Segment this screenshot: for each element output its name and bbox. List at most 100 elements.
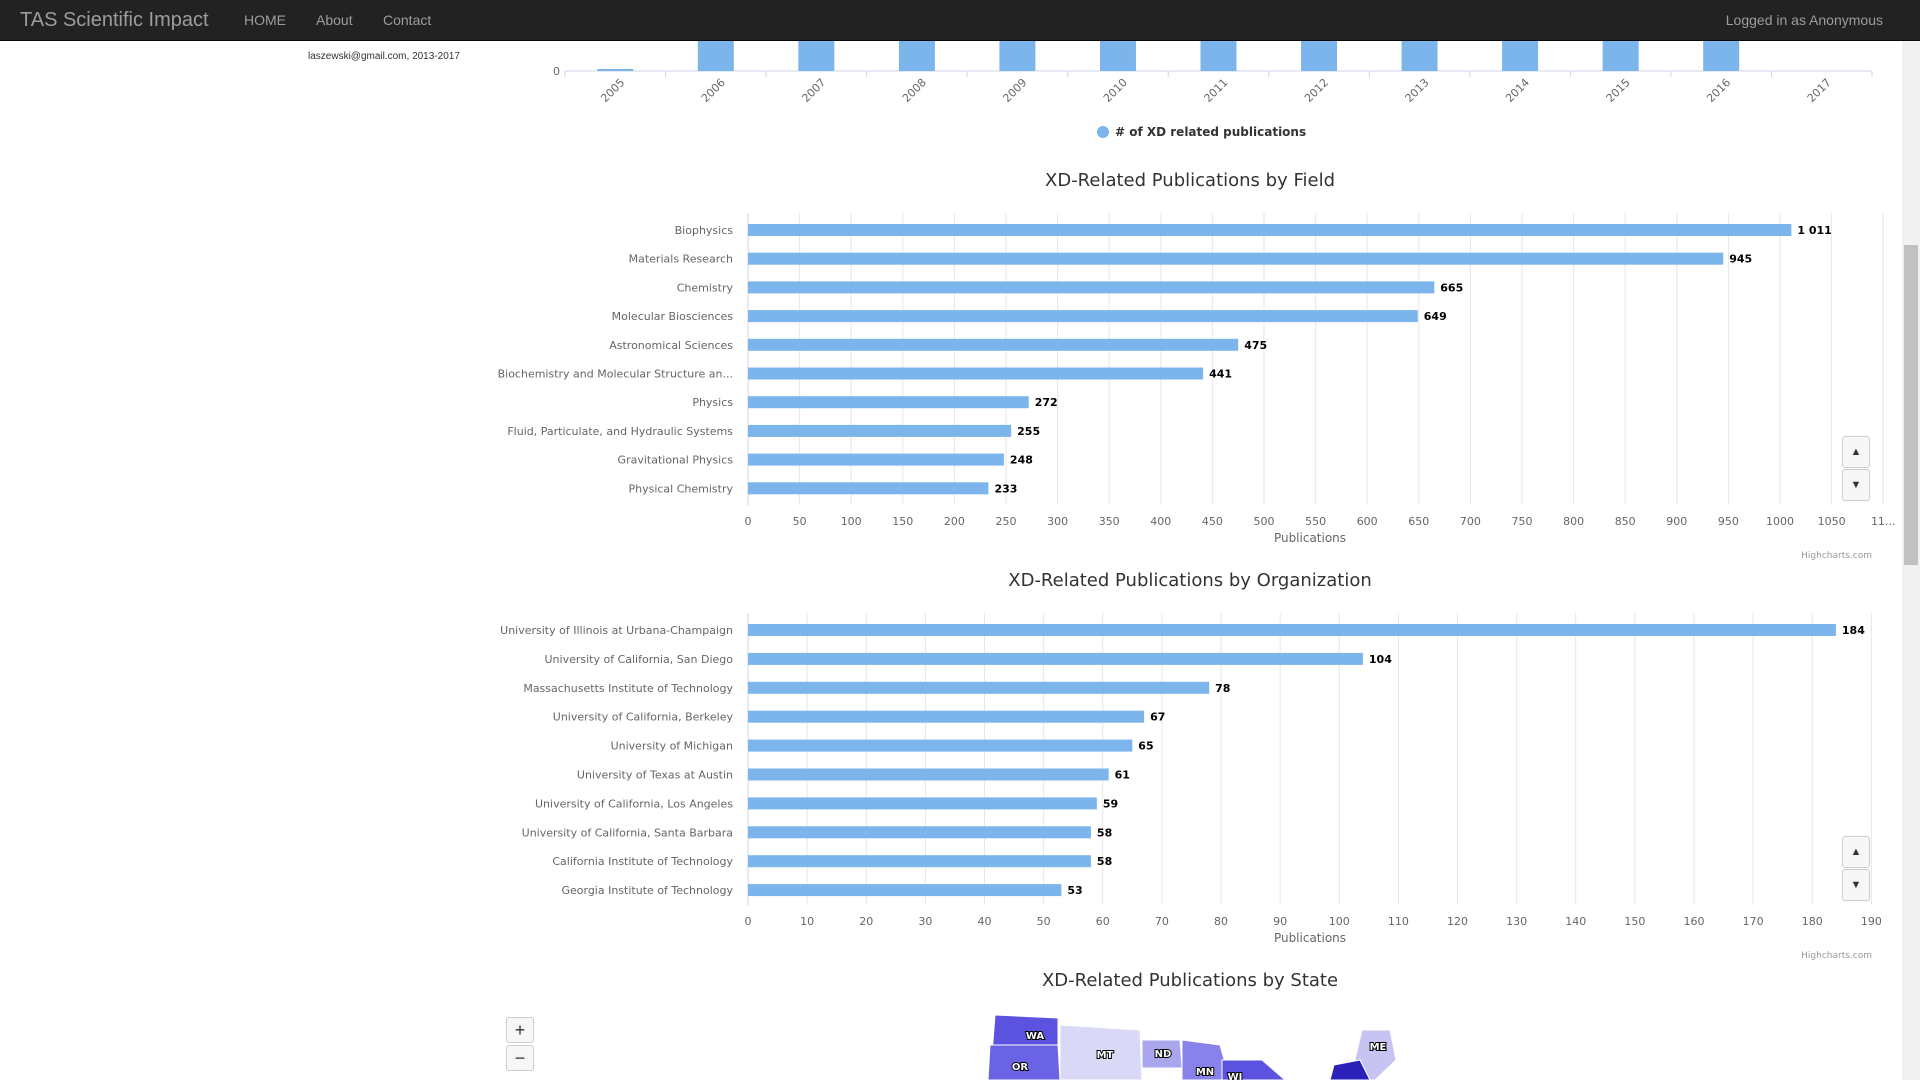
yearly-x-tick-label: 2016 [1704, 76, 1733, 105]
chart-2-bar [748, 826, 1091, 839]
map-zoom-in-button[interactable]: + [506, 1017, 534, 1043]
chart-2-x-tick-label: 0 [745, 915, 752, 928]
yearly-x-tick-label: 2012 [1302, 76, 1331, 105]
map-zoom-out-button[interactable]: − [506, 1045, 534, 1071]
chart-1-bar [748, 396, 1029, 409]
yearly-bar [1200, 41, 1237, 71]
map-state-shape [1221, 1059, 1286, 1080]
chart-1-x-tick-label: 650 [1408, 515, 1429, 528]
chart-2-data-label: 53 [1067, 884, 1082, 897]
chart-1-data-label: 248 [1010, 454, 1033, 467]
chart-2-data-label: 58 [1097, 855, 1112, 868]
chart-2-category-label: University of Illinois at Urbana-Champai… [500, 624, 733, 637]
yearly-x-tick-label: 2008 [900, 76, 929, 105]
map-state-label: MN [1196, 1067, 1214, 1078]
chart-2-bar [748, 768, 1109, 781]
field-chart-scroll-up-button[interactable]: ▲ [1842, 436, 1870, 468]
chart-1-x-tick-label: 500 [1254, 515, 1275, 528]
yearly-x-tick-label: 2014 [1503, 76, 1532, 105]
yearly-x-tick-label: 2007 [799, 76, 828, 105]
chart-1-bar [748, 224, 1792, 236]
chart-2-data-label: 67 [1150, 711, 1165, 724]
chart-1-data-label: 255 [1017, 425, 1040, 438]
chart-1-x-tick-label: 950 [1718, 515, 1739, 528]
chart-1-category-label: Biophysics [675, 224, 734, 237]
yearly-bar [798, 41, 835, 71]
chart-2-data-label: 78 [1215, 682, 1230, 695]
chart-2-x-tick-label: 170 [1743, 915, 1764, 928]
chart-2-x-tick-label: 100 [1329, 915, 1350, 928]
org-chart-scroll-up-button[interactable]: ▲ [1842, 836, 1870, 868]
chart-1-category-label: Biochemistry and Molecular Structure an.… [498, 368, 733, 381]
yearly-x-tick-label: 2009 [1000, 76, 1029, 105]
chart-1-bar [748, 424, 1012, 437]
chart-1-x-tick-label: 1050 [1818, 515, 1846, 528]
field-chart-scroll-down-button[interactable]: ▼ [1842, 469, 1870, 501]
chart-2-x-tick-label: 180 [1802, 915, 1823, 928]
chart-2-x-tick-label: 140 [1565, 915, 1586, 928]
chart-1-x-tick-label: 800 [1563, 515, 1584, 528]
map-state-label: ND [1155, 1049, 1172, 1060]
chart-2-category-label: University of California, San Diego [544, 653, 733, 666]
yearly-legend-label: # of XD related publications [1115, 125, 1306, 139]
chart-2-data-label: 59 [1103, 797, 1118, 810]
chart-1-x-tick-label: 900 [1666, 515, 1687, 528]
chart-2-data-label: 184 [1842, 624, 1865, 637]
yearly-x-tick-label: 2010 [1101, 76, 1130, 105]
chart-2-x-axis-label: Publications [1274, 931, 1346, 945]
nav-contact-link[interactable]: Contact [383, 12, 432, 28]
map-state-label: OR [1012, 1062, 1029, 1073]
chart-1-x-tick-label: 250 [996, 515, 1017, 528]
chart-1-x-axis-label: Publications [1274, 531, 1346, 545]
chart-2-category-label: University of California, Los Angeles [535, 797, 733, 810]
yearly-x-tick-label: 2005 [598, 76, 627, 105]
chart-2-bar [748, 797, 1097, 810]
page-scrollbar-thumb[interactable] [1904, 245, 1918, 565]
yearly-x-tick-label: 2017 [1805, 76, 1834, 105]
chart-2-category-label: University of California, Berkeley [553, 711, 734, 724]
chart-1-bar [748, 338, 1239, 351]
chart-1-data-label: 1 011 [1797, 224, 1831, 237]
chart-1-bar [748, 482, 989, 495]
chart-1-x-tick-label: 750 [1512, 515, 1533, 528]
chart-2-category-label: University of California, Santa Barbara [522, 826, 733, 839]
org-chart-scroll-down-button[interactable]: ▼ [1842, 869, 1870, 901]
chart-1-bar [748, 453, 1004, 466]
chart-1-data-label: 233 [994, 482, 1017, 495]
chart-1-x-tick-label: 400 [1150, 515, 1171, 528]
chart-2-x-tick-label: 110 [1388, 915, 1409, 928]
chart-1-x-tick-label: 150 [892, 515, 913, 528]
chart-2-x-tick-label: 30 [918, 915, 932, 928]
chart-1-bar [748, 281, 1435, 294]
chart-1-x-tick-label: 350 [1099, 515, 1120, 528]
brand-link[interactable]: TAS Scientific Impact [20, 9, 209, 31]
chart-1-x-tick-label: 300 [1047, 515, 1068, 528]
chart-1-x-tick-label: 550 [1305, 515, 1326, 528]
chart-2-x-tick-label: 150 [1624, 915, 1645, 928]
yearly-x-tick-label: 2006 [699, 76, 728, 105]
chart-2-x-tick-label: 20 [859, 915, 873, 928]
chart-2-x-tick-label: 160 [1683, 915, 1704, 928]
chart-2-title: XD-Related Publications by Organization [1008, 570, 1372, 591]
chart-2-bar [748, 624, 1836, 636]
chart-1-bar [748, 310, 1418, 323]
chart-2-data-label: 61 [1115, 769, 1130, 782]
map-state-shape [1329, 1059, 1371, 1080]
chart-1-x-tick-label: 11... [1871, 515, 1896, 528]
chart-1-x-tick-label: 700 [1460, 515, 1481, 528]
nav-about-link[interactable]: About [316, 12, 353, 28]
nav-home-link[interactable]: HOME [244, 12, 286, 28]
yearly-x-tick-label: 2015 [1604, 76, 1633, 105]
chart-2-x-tick-label: 40 [977, 915, 991, 928]
chart-2-x-tick-label: 80 [1214, 915, 1228, 928]
chart-2-category-label: California Institute of Technology [552, 855, 733, 868]
yearly-bar [1703, 41, 1740, 71]
chart-2-bar [748, 884, 1062, 897]
chart-2-category-label: University of Texas at Austin [577, 769, 733, 782]
chart-2-x-tick-label: 120 [1447, 915, 1468, 928]
chart-2-x-tick-label: 130 [1506, 915, 1527, 928]
chart-1-data-label: 272 [1035, 396, 1058, 409]
chart-1-x-tick-label: 0 [745, 515, 752, 528]
chart-2-category-label: Georgia Institute of Technology [561, 884, 733, 897]
